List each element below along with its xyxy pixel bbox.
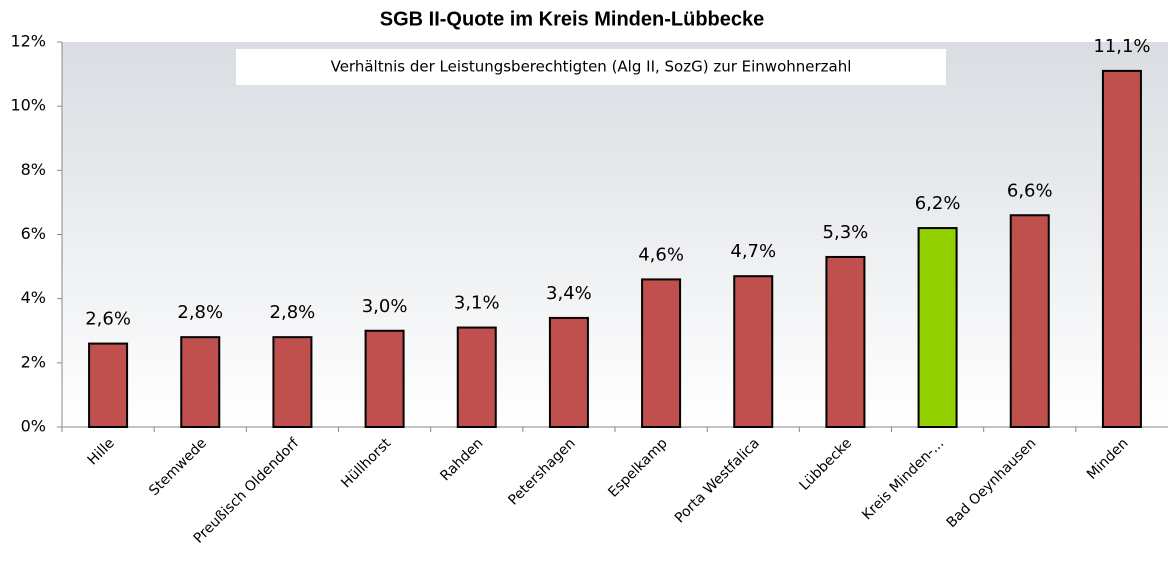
x-tick-label: Hüllhorst [338, 435, 394, 491]
bar [733, 275, 774, 429]
value-label: 2,8% [177, 302, 223, 323]
value-label: 6,6% [1007, 180, 1053, 201]
x-tick-label: Porta Westfalica [672, 435, 763, 526]
value-label: 6,2% [915, 193, 961, 214]
x-tick-label: Espelkamp [605, 435, 670, 500]
value-label: 2,8% [270, 302, 316, 323]
y-tick-label: 4% [21, 288, 46, 307]
bar [180, 336, 221, 428]
bar [548, 316, 589, 428]
bar [825, 255, 866, 429]
chart-title: SGB II-Quote im Kreis Minden-Lübbecke [380, 8, 765, 30]
bar [1101, 69, 1142, 428]
bar [641, 278, 682, 428]
subtitle-box [236, 49, 946, 85]
value-label: 11,1% [1093, 36, 1150, 57]
x-tick-label: Preußisch Oldendorf [191, 435, 303, 547]
value-label: 4,6% [638, 244, 684, 265]
value-label: 5,3% [823, 222, 869, 243]
bar [272, 336, 313, 428]
y-tick-label: 10% [10, 96, 46, 115]
bar [88, 342, 129, 429]
x-tick-label: Kreis Minden-... [859, 435, 947, 523]
value-label: 4,7% [730, 241, 776, 262]
y-tick-label: 12% [10, 32, 46, 51]
y-tick-label: 8% [21, 160, 46, 179]
bar [364, 329, 405, 428]
bar [917, 227, 958, 428]
plot-area [62, 42, 1168, 427]
x-tick-label: Minden [1084, 435, 1132, 483]
value-label: 3,1% [454, 293, 500, 314]
bar [456, 326, 497, 428]
x-tick-label: Hille [85, 435, 118, 468]
y-tick-label: 0% [21, 417, 46, 436]
x-tick-label: Stemwede [146, 435, 210, 499]
value-label: 2,6% [85, 309, 131, 330]
value-label: 3,4% [546, 283, 592, 304]
y-tick-label: 6% [21, 224, 46, 243]
bar [1009, 214, 1050, 428]
x-tick-label: Bad Oeynhausen [944, 435, 1040, 531]
x-tick-label: Rahden [437, 435, 486, 484]
y-tick-label: 2% [21, 352, 46, 371]
value-label: 3,0% [362, 296, 408, 317]
x-tick-label: Lübbecke [797, 435, 856, 494]
subtitle: Verhältnis der Leistungsberechtigten (Al… [331, 58, 852, 76]
x-tick-label: Petershagen [505, 435, 578, 508]
